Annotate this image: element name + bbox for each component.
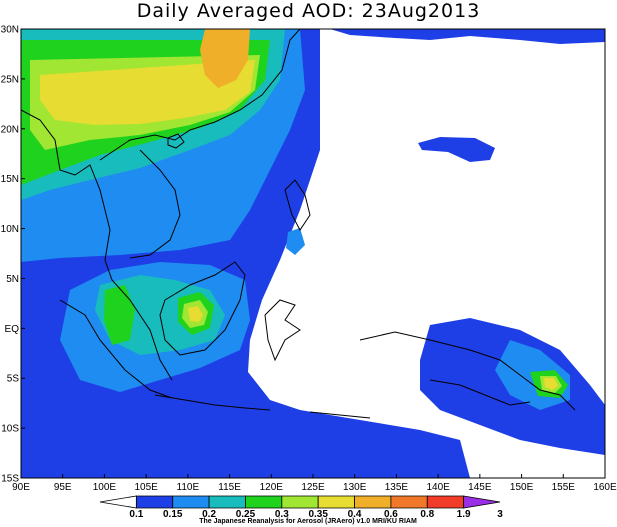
lon-label: 95E bbox=[54, 482, 72, 493]
lon-label: 130E bbox=[343, 482, 367, 493]
lon-label: 150E bbox=[510, 482, 534, 493]
lon-label: 100E bbox=[93, 482, 117, 493]
colorbar-swatch bbox=[463, 495, 501, 509]
colorbar-swatch bbox=[208, 495, 246, 509]
colorbar-label: 0.3 bbox=[275, 509, 289, 520]
colorbar-label: 0.6 bbox=[384, 509, 398, 520]
lon-label: 105E bbox=[134, 482, 158, 493]
coastline-new-guinea bbox=[359, 331, 576, 411]
colorbar-label: 0.15 bbox=[163, 509, 183, 520]
aod-region-yellow-east bbox=[544, 378, 558, 390]
lon-label: 90E bbox=[12, 482, 30, 493]
coastline-new-guinea-south bbox=[429, 379, 531, 406]
map-title: Daily Averaged AOD: 23Aug2013 bbox=[136, 0, 481, 22]
colorbar-label: 0.2 bbox=[202, 509, 216, 520]
lat-label: EQ bbox=[5, 324, 20, 335]
credit-text: The Japanese Reanalysis for Aerosol (JRA… bbox=[199, 518, 417, 525]
lon-label: 110E bbox=[177, 482, 200, 493]
coastline-sumatra bbox=[59, 299, 173, 399]
lon-label: 140E bbox=[426, 482, 450, 493]
coastline-hainan bbox=[167, 133, 185, 149]
colorbar-swatch bbox=[317, 495, 355, 509]
colorbar-swatch bbox=[245, 495, 283, 509]
colorbar-swatch bbox=[281, 495, 319, 509]
coastlines bbox=[21, 29, 576, 419]
lon-label: 115E bbox=[218, 482, 241, 493]
lat-label: 10N bbox=[1, 224, 19, 235]
colorbar-label: 0.25 bbox=[236, 509, 256, 520]
colorbar-label: 0.4 bbox=[348, 509, 362, 520]
lon-label: 120E bbox=[260, 482, 284, 493]
lat-label: 10S bbox=[1, 424, 19, 435]
lon-label: 155E bbox=[552, 482, 576, 493]
lat-label: 30N bbox=[1, 25, 19, 36]
lat-label: 20N bbox=[1, 124, 19, 135]
coastline-timor bbox=[309, 411, 371, 419]
colorbar-swatch bbox=[99, 495, 137, 509]
aod-region-light-blue-spot bbox=[286, 228, 305, 255]
colorbar-swatch bbox=[426, 495, 465, 509]
aod-region-yellow-borneo bbox=[188, 306, 203, 322]
coastline-indochina bbox=[21, 109, 173, 381]
coastline-borneo bbox=[159, 261, 246, 356]
aod-field bbox=[21, 29, 605, 478]
coastline-sulawesi bbox=[264, 299, 301, 362]
aod-region-north-east bbox=[330, 29, 605, 44]
longitude-axis: 90E 95E 100E 105E 110E 115E 120E 125E 130E 135E 14… bbox=[12, 474, 617, 493]
aod-region-yellow bbox=[40, 60, 255, 125]
coastline-philippines bbox=[284, 179, 311, 231]
coastline-vietnam bbox=[129, 149, 181, 259]
lon-label: 125E bbox=[301, 482, 325, 493]
colorbar-label: 0.35 bbox=[308, 509, 328, 520]
lat-label: 5N bbox=[6, 274, 19, 285]
colorbar-swatch bbox=[172, 495, 210, 509]
latitude-axis: 30N 25N 20N 15N 10N 5N EQ 5S 10S 15S bbox=[1, 25, 25, 485]
lon-label: 160E bbox=[593, 482, 617, 493]
colorbar-label: 1.9 bbox=[457, 509, 471, 520]
colorbar-label: 0.8 bbox=[420, 509, 434, 520]
lat-label: 25N bbox=[1, 74, 19, 85]
aod-region-midocean bbox=[418, 137, 495, 162]
colorbar-swatch bbox=[354, 495, 392, 509]
colorbar-swatch bbox=[135, 495, 174, 509]
colorbar: 0.1 0.15 0.2 0.25 0.3 0.35 0.4 0.6 0.8 1.9 3 bbox=[99, 495, 503, 520]
aod-region-orange bbox=[200, 29, 250, 88]
coastline-south-china bbox=[99, 29, 301, 161]
colorbar-label: 3 bbox=[497, 509, 503, 520]
coastline-java bbox=[154, 394, 271, 411]
lat-label: 15N bbox=[1, 174, 19, 185]
colorbar-swatch bbox=[390, 495, 428, 509]
lon-label: 145E bbox=[468, 482, 492, 493]
colorbar-label: 0.1 bbox=[129, 509, 143, 520]
aod-region-green-south bbox=[104, 285, 135, 345]
lat-label: 15S bbox=[1, 474, 19, 485]
lat-label: 5S bbox=[7, 374, 20, 385]
lon-label: 135E bbox=[385, 482, 409, 493]
